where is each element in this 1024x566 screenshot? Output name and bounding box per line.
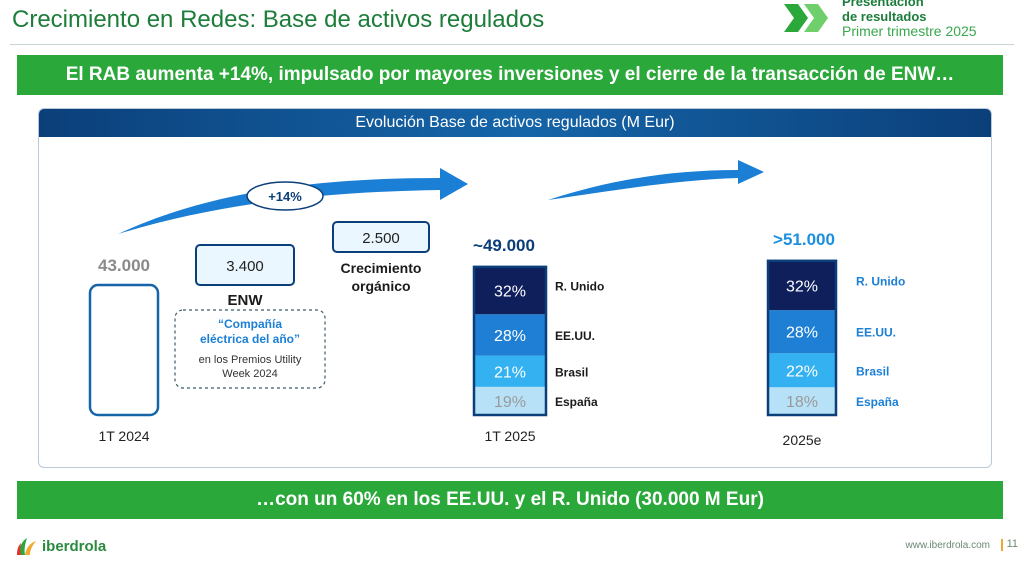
bridge-value-enw: 3.400 [226, 258, 264, 275]
segment-r-unido-1 [474, 266, 546, 315]
segment-r-unido-2 [768, 260, 836, 311]
segment-label-ee-uu-2: 28% [786, 325, 818, 342]
brand-line-3: Primer trimestre 2025 [842, 23, 977, 39]
panel-title: Evolución Base de activos regulados (M E… [39, 109, 991, 137]
brand-line-2: de resultados [842, 9, 927, 24]
growth-label: +14% [268, 189, 302, 204]
footer-brand: iberdrola [42, 537, 107, 555]
iberdrola-leaf-icon [17, 538, 36, 555]
series-label-espana-1: España [555, 395, 598, 409]
category-label-0: 1T 2024 [98, 428, 149, 444]
segment-ee-uu-1 [474, 314, 546, 356]
bottom-message-bar: …con un 60% en los EE.UU. y el R. Unido … [17, 481, 1003, 519]
bridge-name-organico-2: orgánico [351, 278, 410, 294]
bar-outline-2 [766, 259, 838, 417]
headline-bar: El RAB aumenta +14%, impulsado por mayor… [17, 55, 1003, 95]
footer-url: www.iberdrola.com [905, 540, 990, 551]
segment-label-r-unido-2: 32% [786, 278, 818, 295]
segment-label-r-unido-1: 32% [494, 284, 526, 301]
total-label-1t-2024: 43.000 [98, 256, 150, 275]
category-label-1: 1T 2025 [484, 428, 535, 444]
series-label-ee-uu-2: EE.UU. [856, 326, 896, 340]
brand-text: Presentación de resultados Primer trimes… [842, 0, 977, 39]
segment-label-brasil-2: 22% [786, 363, 818, 380]
segment-label-espana-1: 19% [494, 394, 526, 411]
brand-line-1: Presentación [842, 0, 924, 9]
segment-label-ee-uu-1: 28% [494, 328, 526, 345]
segment-ee-uu-2 [768, 310, 836, 354]
segment-label-brasil-1: 21% [494, 364, 526, 381]
series-label-espana-2: España [856, 395, 899, 409]
enw-note-line-3: en los Premios Utility [199, 354, 302, 366]
page-title: Crecimiento en Redes: Base de activos re… [12, 6, 545, 33]
segment-espana-1 [474, 386, 546, 415]
title-rule [10, 44, 1014, 45]
brand-block: Presentación de resultados Primer trimes… [782, 0, 1012, 40]
bar-1t-2024 [88, 283, 160, 417]
enw-note-line-4: Week 2024 [222, 368, 277, 380]
series-label-brasil-2: Brasil [856, 364, 889, 378]
bridge-box-organico [332, 221, 430, 253]
bridge-value-organico: 2.500 [362, 230, 400, 247]
series-label-brasil-1: Brasil [555, 365, 588, 379]
growth-badge [246, 181, 324, 211]
series-label-ee-uu-1: EE.UU. [555, 329, 595, 343]
enw-note-line-2: eléctrica del año” [200, 332, 300, 346]
segment-espana-2 [768, 387, 836, 415]
series-label-r-unido-1: R. Unido [555, 280, 604, 294]
bridge-name-enw: ENW [228, 292, 264, 309]
bridge-box-enw [195, 244, 295, 286]
chevron-logo-icon [784, 4, 828, 32]
series-label-r-unido-2: R. Unido [856, 274, 905, 288]
total-label-2: >51.000 [773, 230, 835, 249]
growth-arrow-1 [118, 168, 468, 234]
total-label-1: ~49.000 [473, 236, 535, 255]
category-label-2: 2025e [783, 432, 822, 448]
enw-note-box [174, 309, 326, 389]
segment-brasil-1 [474, 355, 546, 387]
segment-label-espana-2: 18% [786, 394, 818, 411]
footer-logo: iberdrola [16, 536, 106, 556]
segment-brasil-2 [768, 353, 836, 388]
page-number: 11 [1000, 538, 1018, 551]
enw-note-line-1: “Compañía [218, 317, 282, 331]
bridge-name-organico-1: Crecimiento [341, 260, 422, 276]
growth-arrow-2 [548, 160, 764, 200]
bar-outline-1 [472, 265, 548, 417]
